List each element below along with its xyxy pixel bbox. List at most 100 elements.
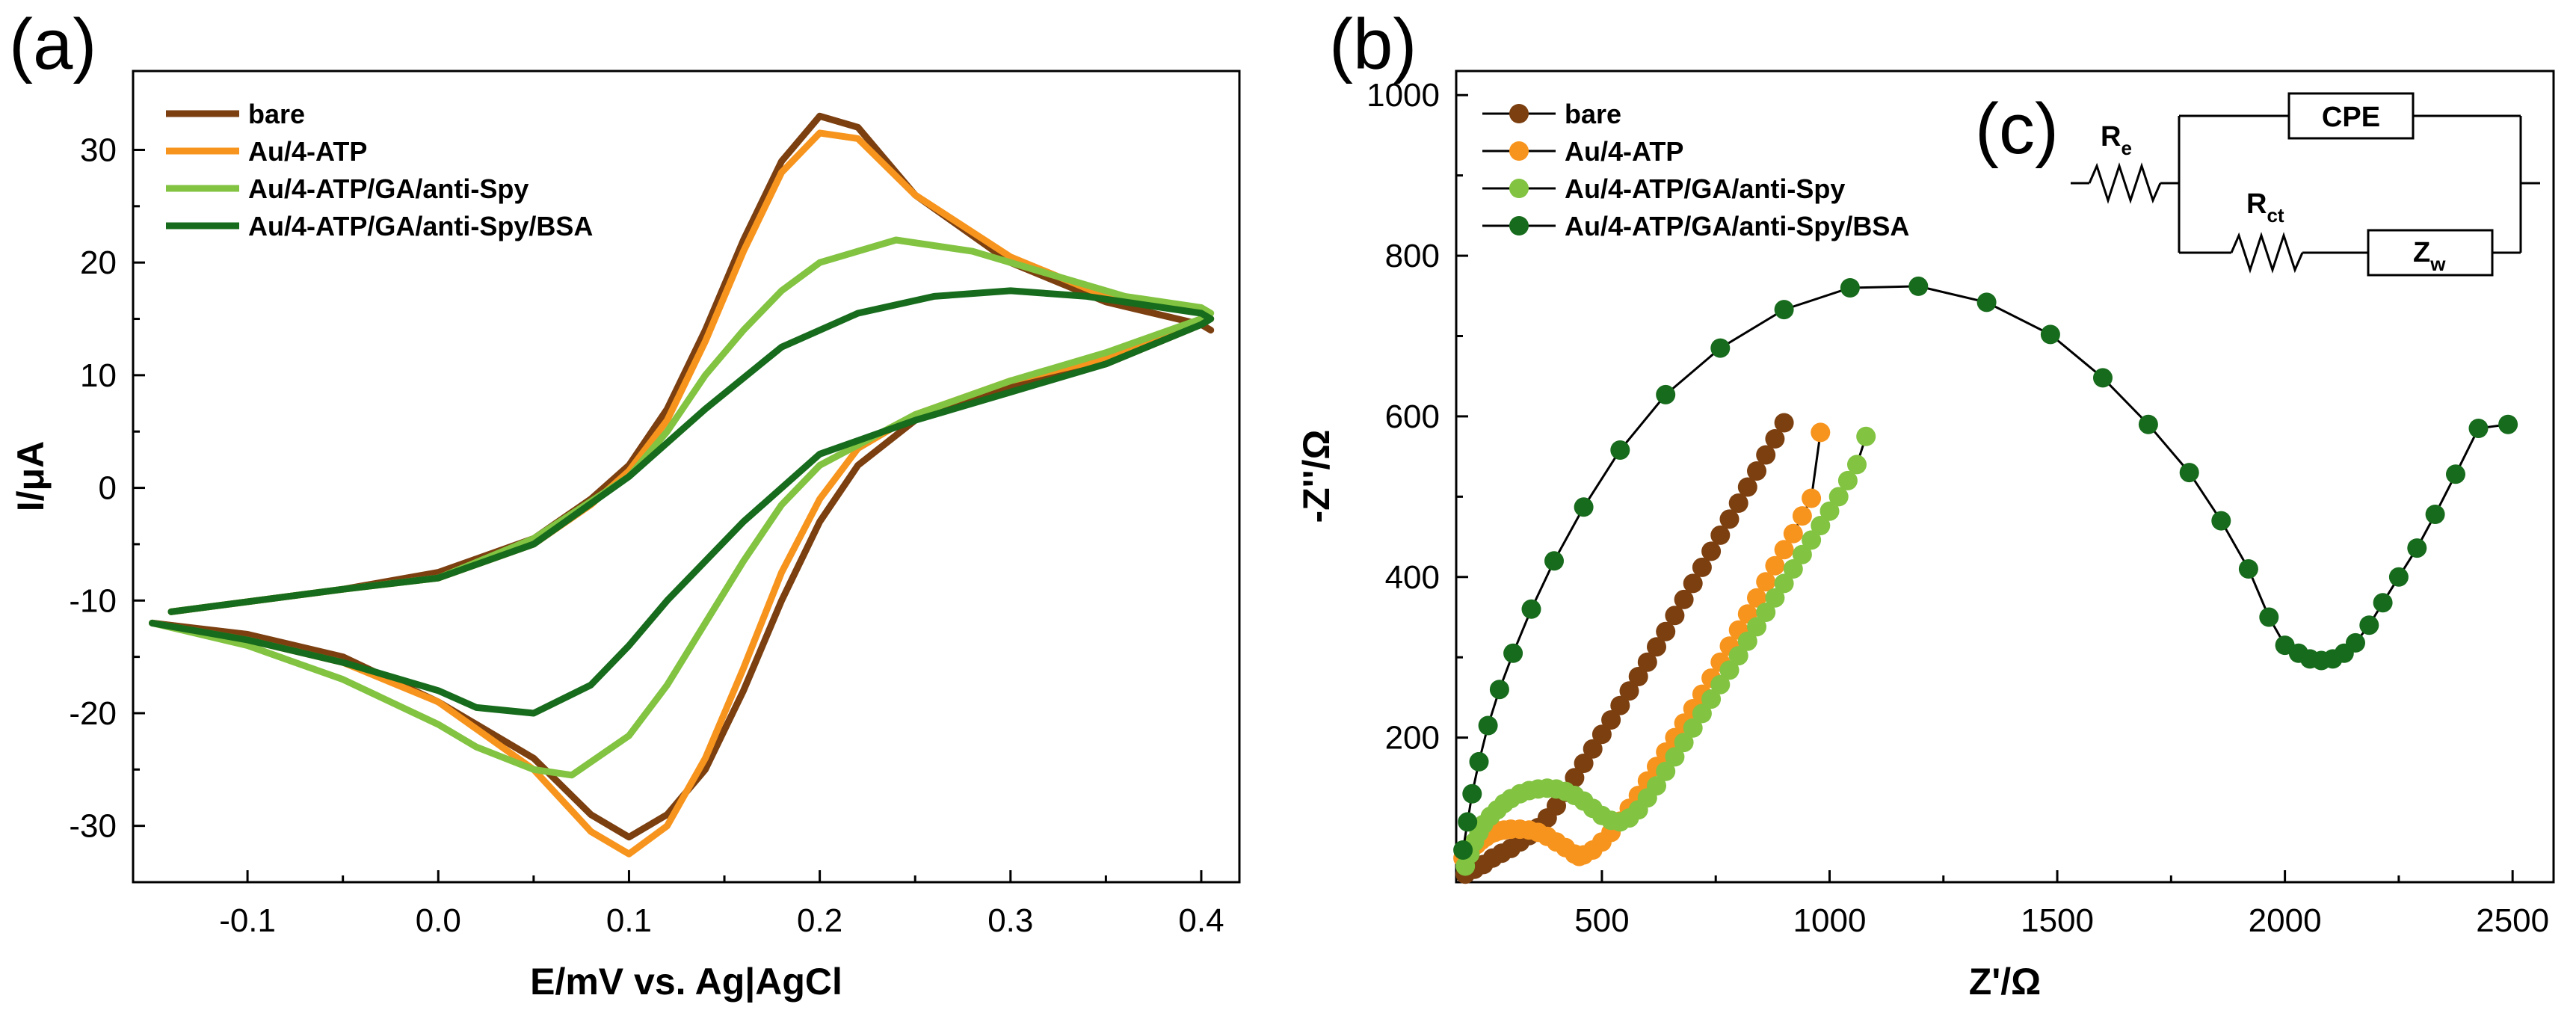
b-series-3-point — [1503, 643, 1523, 663]
b-series-0-point — [1719, 509, 1740, 529]
b-legend-marker-2 — [1509, 179, 1529, 198]
a-legend-label-3: Au/4-ATP/GA/anti-Spy/BSA — [248, 211, 593, 241]
b-series-1-point — [1811, 422, 1831, 443]
b-series-0-point — [1692, 557, 1712, 577]
b-series-3-point — [2211, 511, 2231, 531]
b-series-3-point — [2388, 567, 2409, 587]
b-legend-label-2: Au/4-ATP/GA/anti-Spy — [1565, 173, 1845, 204]
b-series-3-point — [2446, 464, 2465, 484]
b-series-2-point — [1847, 455, 1867, 475]
panel-a-plot-frame — [132, 70, 1241, 884]
b-series-1-point — [1792, 506, 1812, 526]
b-series-3-point — [1774, 300, 1794, 320]
b-series-3-point — [1458, 812, 1478, 832]
b-series-2-point — [1674, 733, 1694, 753]
b-series-0-point — [1737, 477, 1757, 497]
b-series-3-point — [2093, 368, 2113, 388]
circuit-rct-label: Rct — [2246, 188, 2284, 227]
b-series-2-point — [1683, 718, 1703, 738]
panel-c-circuit: (c) Re CPE Rct Zw — [1975, 89, 2540, 277]
b-legend-label-0: bare — [1565, 99, 1621, 129]
b-series-0-point — [1565, 768, 1585, 788]
resistor-re-symbol — [2088, 162, 2162, 204]
panel-a-legend: bare Au/4-ATP Au/4-ATP/GA/anti-Spy Au/4-ATP… — [166, 99, 593, 241]
b-series-2-point — [1719, 660, 1740, 680]
b-series-3-point — [1840, 278, 1860, 298]
panel-b-x-axis: 500 1000 1500 2000 2500 — [1574, 870, 2549, 939]
b-series-3-point — [2138, 414, 2158, 434]
b-series-2-point — [1756, 603, 1776, 622]
a-y-tick-label: -30 — [69, 808, 117, 845]
b-series-0-point — [1683, 573, 1703, 594]
b-legend-label-1: Au/4-ATP — [1565, 136, 1683, 167]
a-legend-label-2: Au/4-ATP/GA/anti-Spy — [248, 173, 529, 204]
a-y-tick-label: 30 — [80, 132, 117, 168]
b-x-tick-label: 500 — [1574, 902, 1629, 939]
b-y-tick-label: 800 — [1385, 238, 1440, 274]
b-series-3-point — [2179, 463, 2199, 483]
b-series-3-point — [1453, 840, 1473, 860]
b-series-1-point — [1765, 555, 1785, 576]
b-series-3-point — [2407, 538, 2427, 558]
b-series-3-point — [2040, 324, 2060, 345]
b-series-0-point — [1765, 429, 1785, 449]
a-series-line-2 — [149, 236, 1215, 779]
b-series-2-point — [1665, 747, 1685, 767]
panel-b-legend: bare Au/4-ATP Au/4-ATP/GA/anti-Spy Au/4-ATP… — [1482, 99, 1909, 241]
b-series-2-point — [1774, 573, 1794, 594]
b-series-3-point — [1610, 440, 1630, 460]
a-x-tick-label: -0.1 — [219, 902, 276, 939]
a-y-tick-label: -10 — [69, 582, 117, 619]
b-series-0-point — [1728, 493, 1748, 513]
b-series-3-point — [2259, 607, 2279, 627]
b-series-2-point — [1819, 501, 1840, 521]
b-series-3-point — [1544, 551, 1564, 571]
panel-b-series-group — [1453, 276, 2518, 884]
a-x-tick-label: 0.4 — [1178, 902, 1224, 939]
b-series-0-point — [1547, 795, 1566, 816]
b-y-tick-label: 200 — [1385, 720, 1440, 757]
b-series-2-point — [1828, 487, 1849, 507]
b-series-3-point — [2238, 559, 2258, 579]
b-series-2-point — [1783, 559, 1803, 579]
b-x-tick-label: 2500 — [2476, 902, 2549, 939]
a-series-line-3 — [149, 287, 1215, 717]
panel-c-label: (c) — [1975, 89, 2059, 169]
b-x-tick-label: 2000 — [2249, 902, 2322, 939]
b-series-2-point — [1802, 530, 1822, 550]
panel-b-label: (b) — [1329, 4, 1417, 84]
b-y-tick-label: 400 — [1385, 559, 1440, 596]
b-series-2-point — [1856, 426, 1876, 446]
b-series-0-point — [1591, 724, 1612, 745]
b-series-2-point — [1656, 761, 1676, 781]
b-x-tick-label: 1500 — [2021, 902, 2094, 939]
b-series-0-point — [1774, 413, 1794, 433]
b-legend-marker-3 — [1509, 216, 1529, 235]
a-y-tick-label: -20 — [69, 695, 117, 732]
b-legend-label-3: Au/4-ATP/GA/anti-Spy/BSA — [1565, 211, 1909, 241]
panel-a-y-axis-title: I/μA — [10, 441, 52, 511]
b-series-3-point — [2346, 632, 2365, 653]
panel-b-x-axis-title: Z'/Ω — [1969, 961, 2041, 1003]
b-series-2-point — [1837, 470, 1858, 490]
b-series-3-point — [1478, 715, 1498, 736]
a-x-tick-label: 0.2 — [797, 902, 842, 939]
b-series-2-point — [1728, 646, 1748, 666]
b-series-3-point — [1976, 292, 1997, 312]
b-series-0-point — [1674, 589, 1694, 609]
b-series-3-point — [1574, 497, 1594, 517]
b-series-0-point — [1647, 637, 1666, 657]
a-y-tick-label: 10 — [80, 357, 117, 394]
circuit-wires — [2071, 92, 2540, 277]
b-series-fit-line-3 — [1461, 285, 2509, 851]
b-series-2-point — [1811, 516, 1831, 535]
b-series-2-point — [1765, 588, 1785, 608]
b-series-3-point — [2425, 505, 2445, 524]
b-series-1-point — [1783, 523, 1803, 544]
circuit-re-label: Re — [2101, 121, 2132, 159]
circuit-zw-label: Zw — [2413, 237, 2446, 275]
b-series-0-point — [1574, 754, 1594, 773]
b-series-2-point — [1710, 674, 1731, 695]
b-series-3-point — [2359, 615, 2379, 635]
